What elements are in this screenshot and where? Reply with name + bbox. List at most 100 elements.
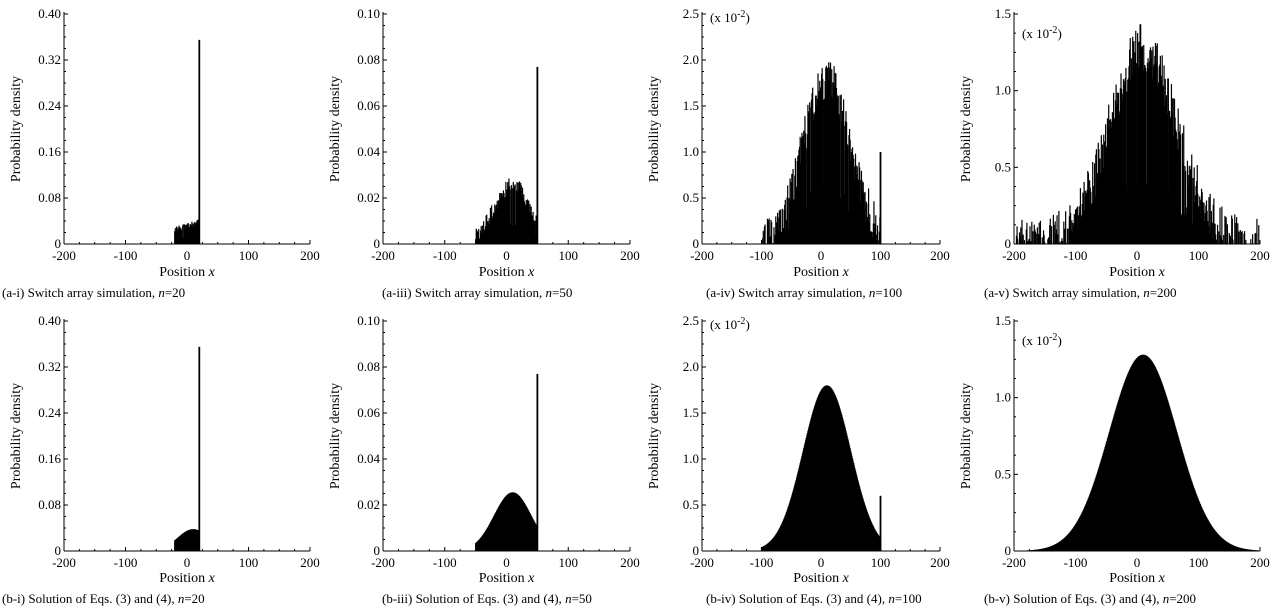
histogram-bar — [494, 513, 496, 551]
histogram-bar — [1052, 545, 1054, 551]
histogram-bar — [1124, 80, 1126, 244]
chart-panel-a-v: 0 0.5 1.0 1.5 -200 -100 0 100 200 Position x Proba… — [959, 6, 1270, 300]
histogram-bar — [489, 523, 491, 551]
histogram-bar — [1034, 231, 1037, 244]
histogram-bar — [1229, 543, 1231, 551]
histogram-bar — [487, 526, 489, 551]
histogram-bar — [1216, 533, 1219, 551]
histogram-bars — [1013, 354, 1261, 551]
histogram-bar — [1181, 216, 1183, 244]
scale-note: (x 10-2) — [1022, 332, 1062, 348]
histogram-bar — [495, 511, 497, 551]
histogram-bar — [500, 198, 502, 244]
histogram-bar — [1153, 364, 1155, 551]
histogram-bar — [1172, 98, 1174, 244]
histogram-bar — [1113, 119, 1115, 244]
histogram-bar — [188, 529, 191, 551]
histogram-bar — [1235, 222, 1237, 244]
histogram-bar — [1211, 239, 1213, 244]
histogram-bar — [504, 197, 506, 244]
histogram-bar — [1224, 218, 1227, 244]
histogram-bar — [1245, 549, 1248, 551]
y-tick-label: 0.32 — [38, 52, 61, 67]
histogram-bar — [1258, 225, 1260, 244]
y-tick-label: 1.0 — [995, 83, 1011, 98]
histogram-bar — [1153, 363, 1155, 551]
histogram-bar — [1063, 537, 1066, 551]
chart-panel-a-iii: 0 0.02 0.04 0.06 0.08 0.10 -200 -100 0 100 200 Posi… — [328, 6, 640, 300]
histogram-bar — [1136, 181, 1138, 244]
histogram-bar — [1071, 528, 1074, 551]
histogram-bar — [478, 539, 480, 551]
histogram-bar — [1113, 92, 1115, 244]
histogram-bar — [531, 516, 533, 551]
spike-bar — [198, 39, 201, 244]
histogram-bar — [1106, 438, 1109, 551]
histogram-bar — [1047, 239, 1049, 244]
histogram-bar — [1076, 208, 1078, 244]
histogram-bar — [1197, 207, 1200, 244]
histogram-bar — [507, 186, 509, 244]
histogram-bar — [508, 493, 511, 551]
histogram-bar — [192, 223, 194, 244]
histogram-bar — [1038, 549, 1040, 551]
histogram-bar — [1149, 50, 1151, 245]
histogram-bar — [1048, 236, 1050, 244]
histogram-bar — [1061, 240, 1064, 244]
y-axis-label: Probability density — [959, 76, 974, 182]
histogram-bar — [1068, 532, 1070, 551]
histogram-bar — [1137, 356, 1139, 551]
chart-panel-a-iv: 0 0.5 1.0 1.5 2.0 2.5 -200 -100 0 100 200 Position … — [647, 6, 950, 300]
histogram-bar — [1116, 105, 1118, 244]
histogram-bar — [1077, 229, 1079, 244]
histogram-bar — [1084, 210, 1086, 244]
histogram-bar — [1186, 465, 1188, 551]
histogram-bar — [1063, 228, 1066, 244]
histogram-bar — [505, 181, 507, 244]
histogram-bar — [1105, 124, 1107, 244]
histogram-bar — [1234, 214, 1236, 244]
histogram-bar — [1154, 366, 1156, 551]
histogram-bar — [1225, 217, 1227, 244]
histogram-bar — [1042, 230, 1045, 244]
histogram-bar — [515, 493, 517, 551]
histogram-bar — [1170, 116, 1172, 244]
histogram-bar — [1220, 237, 1222, 244]
x-tick-label: -200 — [371, 248, 395, 263]
histogram-bar — [1160, 75, 1162, 244]
histogram-bar — [193, 529, 195, 551]
histogram-bar — [1159, 55, 1161, 245]
histogram-bar — [1204, 513, 1206, 551]
histogram-bar — [1139, 355, 1141, 551]
histogram-bar — [1167, 402, 1169, 551]
histogram-bar — [1048, 546, 1050, 551]
histogram-bar — [1213, 529, 1216, 551]
y-tick-label: 1.5 — [683, 405, 699, 420]
x-tick-label: -100 — [1064, 555, 1088, 570]
histogram-bar — [1109, 427, 1112, 551]
histogram-bar — [1184, 459, 1186, 551]
histogram-bar — [1110, 425, 1112, 551]
histogram-bar — [1175, 427, 1177, 551]
histogram-bar — [1092, 486, 1094, 551]
y-tick-label: 1.0 — [683, 144, 699, 159]
histogram-bar — [1202, 201, 1204, 244]
histogram-bar — [1151, 50, 1153, 244]
histogram-bar — [1232, 545, 1235, 551]
histogram-bar — [523, 201, 526, 244]
histogram-bar — [1056, 543, 1058, 551]
histogram-bar — [519, 188, 521, 244]
histogram-bar — [1029, 226, 1031, 244]
histogram-bar — [1243, 548, 1245, 551]
histogram-bar — [1199, 502, 1201, 551]
histogram-bar — [1223, 539, 1225, 551]
histogram-bar — [1023, 240, 1026, 244]
histogram-bar — [1091, 488, 1093, 551]
histogram-bar — [1107, 126, 1109, 244]
histogram-bar — [503, 498, 505, 551]
histogram-bar — [175, 538, 178, 551]
histogram-bar — [1068, 533, 1070, 551]
histogram-bar — [1035, 549, 1037, 551]
histogram-bar — [1129, 37, 1131, 244]
x-tick-label: 100 — [871, 555, 891, 570]
